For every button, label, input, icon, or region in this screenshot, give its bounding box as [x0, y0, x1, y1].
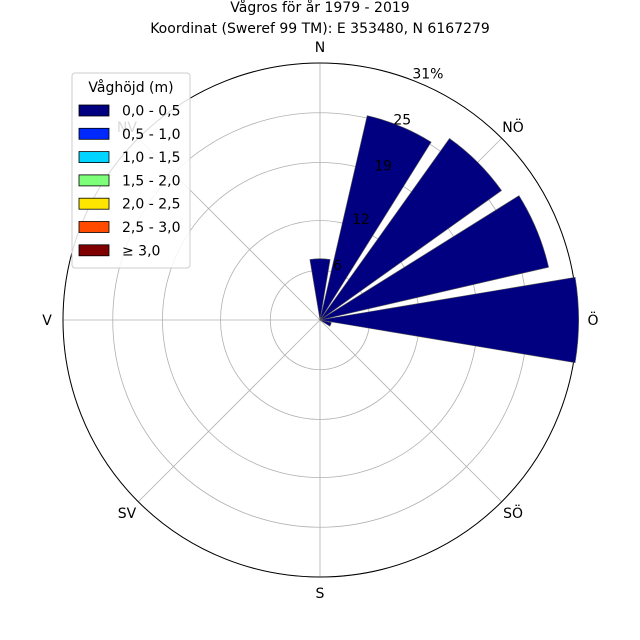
r-tick-label: 19 — [374, 158, 392, 174]
direction-label: N — [315, 40, 325, 56]
grid-spoke — [319, 319, 503, 503]
direction-label: SV — [118, 506, 137, 522]
legend-swatch — [78, 221, 110, 233]
direction-label: NÖ — [502, 118, 524, 136]
legend-label: 2,5 - 3,0 — [122, 220, 180, 236]
legend-swatch — [78, 244, 110, 257]
legend-swatch — [78, 151, 110, 164]
legend-swatch — [78, 127, 110, 140]
legend-swatch — [78, 197, 110, 210]
direction-labels: NNÖÖSÖSSVVNV — [42, 40, 598, 602]
bar-sector — [309, 258, 331, 321]
legend-label: 1,0 - 1,5 — [122, 150, 180, 166]
legend: Våghöjd (m) 0,0 - 0,5 0,5 - 1,0 1,0 - 1,5 1… — [71, 72, 191, 269]
bar-sector — [319, 319, 332, 327]
legend-swatch — [78, 174, 110, 187]
legend-label: 0,0 - 0,5 — [122, 104, 180, 120]
bar-sector — [319, 115, 432, 321]
legend-label: 2,0 - 2,5 — [122, 197, 180, 213]
legend-label: 0,5 - 1,0 — [122, 127, 180, 143]
bar-sector — [319, 276, 579, 364]
grid-spoke — [137, 319, 321, 503]
r-tick-label: 6 — [333, 258, 342, 274]
chart-title: Vågros för år 1979 - 2019 — [230, 0, 409, 16]
direction-label: S — [316, 586, 325, 602]
bar-sector — [319, 195, 549, 321]
r-tick-label: 12 — [352, 212, 370, 228]
legend-label: ≥ 3,0 — [122, 243, 160, 259]
r-tick-label: 31% — [412, 67, 443, 83]
chart-subtitle: Koordinat (Sweref 99 TM): E 353480, N 61… — [150, 21, 490, 37]
legend-title: Våghöjd (m) — [88, 79, 173, 96]
legend-label: 1,5 - 2,0 — [122, 173, 180, 189]
legend-frame — [71, 72, 191, 269]
legend-items: 0,0 - 0,5 0,5 - 1,0 1,0 - 1,5 1,5 - 2,0 2,0 … — [78, 104, 180, 259]
radial-tick-labels: 6 12 19 25 31% — [333, 67, 443, 274]
bar-sector — [319, 138, 502, 321]
r-tick-label: 25 — [393, 113, 411, 129]
direction-label: SÖ — [503, 504, 523, 522]
bar-sectors — [309, 115, 579, 364]
direction-label: Ö — [587, 311, 598, 329]
legend-swatch — [78, 104, 110, 117]
direction-label: V — [42, 313, 52, 329]
